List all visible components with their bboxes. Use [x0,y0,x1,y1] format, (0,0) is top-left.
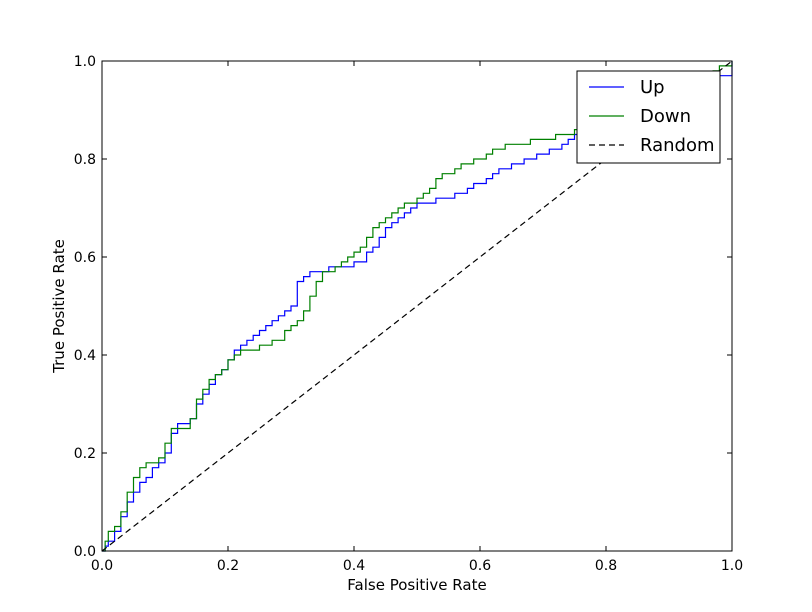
series-line-up [102,61,733,552]
legend-label-up: Up [640,77,665,98]
x-tick-label: 0.8 [595,558,617,574]
x-tick-label: 0.0 [91,558,113,574]
x-tick-label: 0.6 [469,558,491,574]
x-axis-label: False Positive Rate [347,576,486,594]
y-tick-label: 0.0 [74,544,96,560]
x-tick-label: 0.2 [217,558,239,574]
plot-frame [101,60,733,552]
y-axis-label: True Positive Rate [50,239,68,374]
y-tick-label: 0.6 [74,250,96,266]
x-tick-label: 1.0 [721,558,743,574]
legend-label-down: Down [640,106,691,127]
y-tick-label: 0.2 [74,446,96,462]
y-tick-label: 0.8 [74,152,96,168]
legend: Up Down Random [576,70,721,164]
series-line-down [102,61,733,552]
legend-box [576,70,721,164]
y-tick-label: 0.4 [74,348,96,364]
legend-label-random: Random [640,135,715,156]
y-tick-label: 1.0 [74,54,96,70]
ticks-layer: 0.0 0.2 0.4 0.6 0.8 1.0 0.0 0.2 0.4 0.6 0.8 1.0 [74,54,743,574]
x-tick-label: 0.4 [343,558,365,574]
